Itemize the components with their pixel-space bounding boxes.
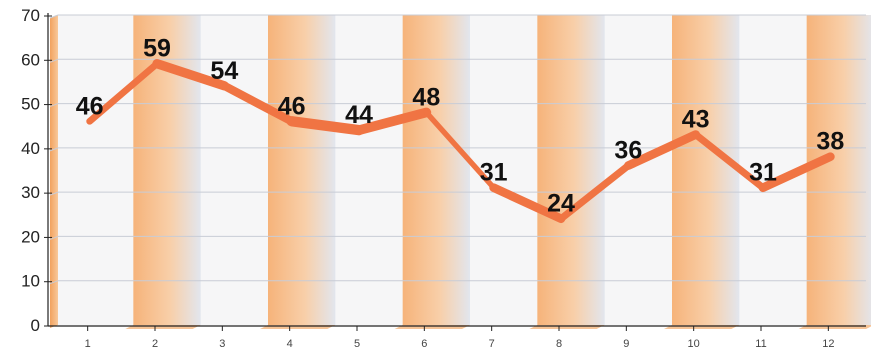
data-point	[154, 61, 160, 67]
data-label: 24	[547, 190, 575, 218]
x-tick-label: 2	[152, 338, 158, 350]
data-labels: 46 59 54 46 44 48 31 24 36 43 31 38	[76, 35, 845, 218]
x-tick-label: 9	[623, 338, 629, 350]
y-tick-label: 30	[21, 183, 40, 202]
line-segment	[692, 131, 767, 192]
data-point	[491, 185, 497, 191]
line-segment	[354, 107, 432, 135]
data-point	[625, 163, 631, 169]
data-point	[289, 118, 295, 124]
data-label: 31	[480, 159, 508, 187]
plot-band	[806, 15, 871, 325]
y-tick-label: 20	[21, 227, 40, 246]
plot-band	[268, 15, 336, 325]
y-tick-label: 50	[21, 95, 40, 114]
gridline-depth	[49, 147, 59, 152]
x-tick-label: 10	[688, 338, 700, 350]
data-point	[760, 185, 766, 191]
data-label: 54	[210, 57, 238, 85]
x-tick-label: 8	[556, 338, 562, 350]
x-tick-label: 4	[287, 338, 293, 350]
data-point	[827, 154, 833, 160]
data-point	[87, 118, 93, 124]
line-segment	[220, 81, 296, 126]
y-tick-label: 0	[31, 316, 40, 335]
line-segment	[489, 183, 566, 224]
gridline-depth	[49, 103, 59, 108]
data-point	[356, 127, 362, 133]
line-segment	[86, 60, 161, 125]
gridline-depth	[49, 58, 59, 63]
gridlines	[49, 14, 866, 285]
data-point	[693, 132, 699, 138]
x-tick-label: 6	[421, 338, 427, 350]
gridline-depth	[49, 280, 59, 285]
line-segment	[557, 162, 632, 223]
data-label: 46	[278, 92, 306, 120]
x-tick-label: 7	[489, 338, 495, 350]
x-tick-label: 12	[822, 338, 834, 350]
data-point	[558, 216, 564, 222]
data-label: 46	[76, 92, 104, 120]
data-label: 43	[682, 106, 710, 134]
plot-area	[50, 15, 871, 329]
line-segment	[152, 59, 230, 91]
x-tick-label: 3	[219, 338, 225, 350]
plot-band	[537, 15, 605, 325]
data-label: 59	[143, 35, 171, 63]
line-segment	[423, 109, 497, 191]
line-segment	[758, 152, 835, 193]
line-segment	[623, 130, 701, 170]
x-tick-label: 5	[354, 338, 360, 350]
line-segment	[286, 116, 365, 136]
data-label: 31	[749, 159, 777, 187]
data-label: 44	[345, 101, 373, 129]
gridline-depth	[49, 191, 59, 196]
plot-band	[672, 15, 740, 325]
gridline-depth	[49, 235, 59, 240]
data-point	[423, 109, 429, 115]
data-label: 38	[816, 128, 844, 156]
left-wall	[50, 15, 58, 328]
y-tick-label: 60	[21, 50, 40, 69]
plot-band	[402, 15, 470, 325]
data-label: 36	[614, 137, 642, 165]
gridline-depth	[49, 14, 59, 19]
x-tick-label: 11	[755, 338, 766, 350]
series-line	[86, 59, 835, 224]
x-tick-label: 1	[85, 338, 91, 350]
y-tick-label: 10	[21, 272, 40, 291]
y-tick-label: 70	[21, 6, 40, 25]
data-point	[221, 83, 227, 89]
y-tick-label: 40	[21, 139, 40, 158]
data-label: 48	[412, 83, 440, 111]
